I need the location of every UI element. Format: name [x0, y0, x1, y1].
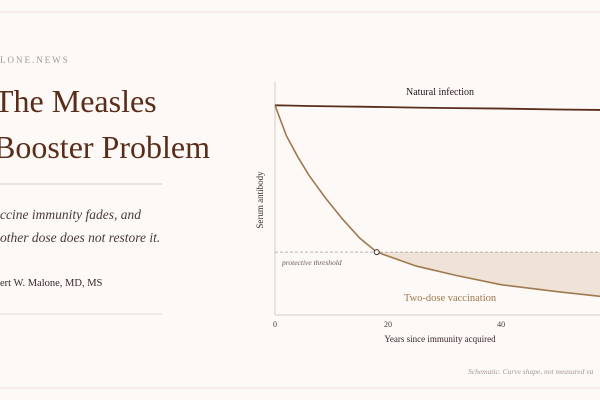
- title-line: The Measles: [0, 83, 157, 119]
- threshold-label: protective threshold: [281, 258, 342, 267]
- footnote: Schematic. Curve shape, not measured va: [468, 367, 594, 376]
- x-tick-label: 40: [497, 320, 505, 329]
- subtitle-line: ccine immunity fades, and: [0, 207, 141, 222]
- series-label: Natural infection: [406, 87, 474, 98]
- series-line: [274, 104, 600, 111]
- crossing-point: [373, 249, 380, 256]
- title-line: Booster Problem: [0, 129, 210, 165]
- author: ert W. Malone, MD, MS: [0, 278, 103, 289]
- series-line: [274, 105, 600, 298]
- x-tick-label: 20: [384, 320, 392, 329]
- site-name: LONE.NEWS: [0, 55, 70, 65]
- x-tick-label: 0: [273, 320, 277, 329]
- shaded-area: [376, 252, 600, 297]
- series-label: Two-dose vaccination: [404, 293, 497, 304]
- x-axis-label: Years since immunity acquired: [384, 334, 496, 344]
- subtitle-line: other dose does not restore it.: [0, 230, 160, 245]
- y-axis-label: Serum antibody: [255, 171, 265, 229]
